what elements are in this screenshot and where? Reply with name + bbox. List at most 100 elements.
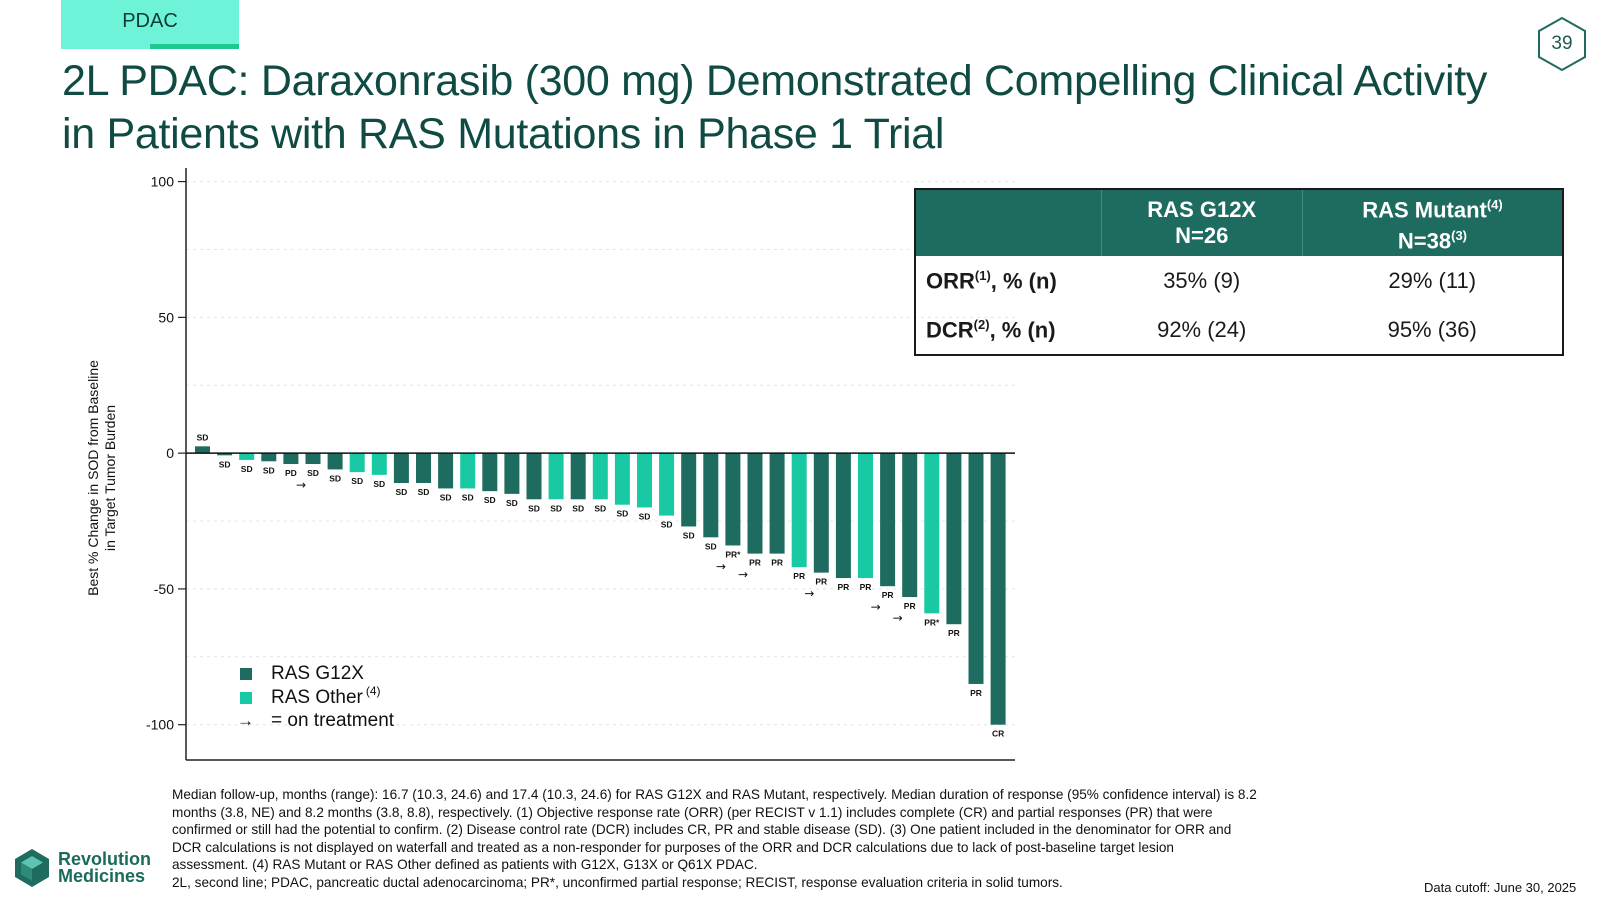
footnote: Median follow-up, months (range): 16.7 (… [172,786,1422,891]
dcr-label: DCR [926,316,974,342]
section-tag-accent [150,44,239,49]
bar-label: SD [683,530,695,540]
bar [526,453,542,500]
bar-label: SD [506,498,518,508]
bar [482,453,498,492]
bar [725,453,741,546]
bar [880,453,896,587]
orr-sup: (1) [974,267,991,283]
bar-label: PR [837,582,849,592]
bar [902,453,918,598]
legend-label-other-sup: (4) [366,684,381,698]
y-ticks: 100 50 0 -50 -100 [146,174,186,733]
table-row-label: DCR(2), % (n) [915,306,1101,356]
bar-label: SD [616,509,628,519]
bar-label: SD [705,541,717,551]
table-row-label: ORR(1), % (n) [915,256,1101,306]
bar-label: SD [263,465,275,475]
on-treatment-arrow-icon: → [738,568,748,582]
hexagon-icon [1538,16,1586,72]
table-header-g12x: RAS G12X N=26 [1100,189,1303,256]
bar-label: SD [572,503,584,513]
page-title: 2L PDAC: Daraxonrasib (300 mg) Demonstra… [62,57,1488,158]
bar [504,453,520,494]
bar [438,453,454,489]
bar [769,453,785,554]
bar-label: PR [793,571,805,581]
bar [416,453,431,484]
on-treatment-arrow-icon: → [804,587,814,601]
bar [614,453,630,505]
y-tick-label: 100 [151,174,175,190]
bar [393,453,409,484]
footnote-line: confirmed or still had the potential to … [172,822,1232,837]
bar [813,453,829,573]
company-logo: Revolution Medicines [14,848,151,888]
footnote-line: DCR calculations is not displayed on wat… [172,839,1174,855]
bar-label: PR [860,582,872,592]
table-header-mutant-text: RAS Mutant [1362,197,1487,222]
page-number-badge: 39 [1534,16,1590,72]
logo-wordmark: Revolution Medicines [58,849,151,886]
on-treatment-arrow-icon: → [871,600,881,614]
footnote-line: Median follow-up, months (range): 16.7 (… [172,787,1257,802]
table-header-blank [915,189,1101,256]
footnote-line: assessment. (4) RAS Mutant or RAS Other … [172,857,758,872]
bar-label: SD [197,432,209,442]
table-header-mutant-n-text: N=38 [1397,228,1452,254]
bar-label: SD [241,464,253,474]
table-header-mutant: RAS Mutant(4) N=38(3) [1301,189,1563,256]
legend: RAS G12X RAS Other (4) → = on treatment [237,663,395,731]
dcr-mutant-value: 95% (36) [1387,316,1477,342]
y-tick-label: 0 [166,445,174,461]
bar-label: SD [639,511,651,521]
bar [946,453,962,625]
logo-line2: Medicines [58,866,146,886]
legend-label-other: RAS Other (4) [271,684,381,708]
bar-label: PR [749,558,761,568]
bar-label: PR [948,628,960,638]
response-table: RAS G12X N=26 RAS Mutant(4) N=38(3) ORR(… [914,188,1564,356]
table-header-g12x-label: RAS G12X [1147,197,1257,222]
bar [747,453,763,554]
logo-line1: Revolution [58,849,151,869]
bar [990,453,1006,725]
bar [460,453,476,489]
legend-label-other-text: RAS Other [271,687,364,708]
bar [217,453,233,456]
bar [371,453,387,475]
orr-suffix: , % (n) [990,267,1057,293]
table-row-orr: ORR(1), % (n) 35% (9) 29% (11) [915,256,1563,306]
bar [305,453,321,464]
legend-swatch-g12x [240,668,252,680]
bar-label: SD [418,487,430,497]
bar-label: SD [661,520,673,530]
bar-label: SD [373,479,385,489]
bar [703,453,719,538]
bar-label: PR [970,688,982,698]
bar-label: SD [528,503,540,513]
bar [858,453,873,579]
bar [924,453,940,614]
bar [659,453,675,516]
table-header-g12x-n: N=26 [1175,223,1229,248]
bar [791,453,807,568]
bar [637,453,652,508]
bar-label: PR* [924,617,940,627]
y-tick-label: -50 [154,581,174,597]
data-cutoff: Data cutoff: June 30, 2025 [1424,880,1577,895]
on-treatment-arrow-icon: → [296,478,306,492]
logo-mark-icon [15,849,49,887]
dcr-sup: (2) [973,316,990,332]
bar [195,446,210,454]
response-table-header: RAS G12X N=26 RAS Mutant(4) N=38(3) [915,189,1563,256]
bar-label: SD [462,492,474,502]
bar [239,453,255,460]
bar-label: PR [904,601,916,611]
bar [261,453,277,462]
bar-label: SD [351,476,363,486]
y-tick-label: 50 [158,309,174,325]
bar-label: SD [550,503,562,513]
bar-label: PR* [725,549,741,559]
